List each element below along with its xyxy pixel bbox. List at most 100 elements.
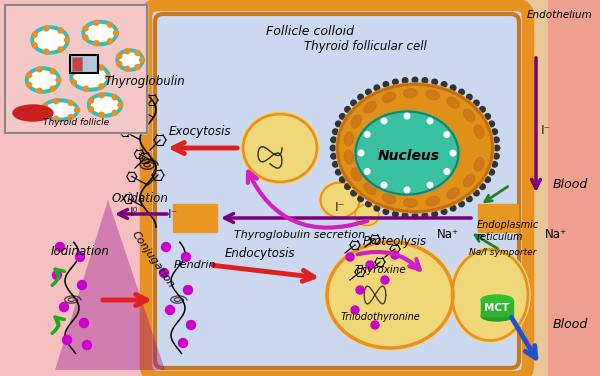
Circle shape (107, 39, 112, 44)
Circle shape (83, 86, 88, 91)
Text: Follicle colloid: Follicle colloid (266, 25, 354, 38)
Circle shape (32, 43, 37, 48)
Circle shape (404, 187, 410, 193)
Circle shape (331, 137, 337, 143)
Circle shape (450, 150, 456, 156)
Ellipse shape (74, 67, 106, 87)
Circle shape (485, 177, 490, 182)
Circle shape (340, 177, 345, 182)
Bar (173, 204, 217, 232)
Circle shape (473, 190, 479, 196)
Ellipse shape (364, 102, 376, 113)
Text: Oxidation: Oxidation (112, 192, 169, 205)
Circle shape (99, 84, 104, 89)
Ellipse shape (481, 295, 513, 305)
Circle shape (179, 338, 187, 347)
Circle shape (444, 132, 449, 137)
Polygon shape (80, 200, 108, 370)
FancyBboxPatch shape (146, 5, 528, 376)
Circle shape (444, 169, 449, 174)
Circle shape (76, 253, 85, 261)
Bar (478, 204, 518, 232)
Ellipse shape (319, 181, 361, 219)
Ellipse shape (404, 89, 418, 98)
Text: Exocytosis: Exocytosis (169, 125, 231, 138)
Text: Thyroid follicle: Thyroid follicle (43, 118, 109, 127)
Circle shape (26, 73, 32, 78)
Circle shape (116, 61, 122, 67)
Circle shape (330, 145, 336, 151)
Text: Thyroxine: Thyroxine (354, 265, 406, 275)
Ellipse shape (13, 105, 53, 121)
Text: Endocytosis: Endocytosis (225, 247, 295, 260)
Circle shape (345, 184, 350, 190)
Circle shape (494, 153, 499, 159)
Bar (5, 5, 147, 133)
Circle shape (489, 169, 494, 175)
Circle shape (331, 153, 337, 159)
Ellipse shape (481, 311, 513, 321)
Circle shape (166, 305, 175, 314)
Circle shape (381, 276, 389, 284)
Circle shape (332, 161, 338, 167)
Circle shape (427, 118, 433, 124)
Ellipse shape (325, 240, 455, 350)
Circle shape (371, 321, 379, 329)
Text: I⁻: I⁻ (335, 201, 345, 214)
Circle shape (432, 211, 437, 217)
Circle shape (346, 253, 354, 261)
Text: Proteolysis: Proteolysis (363, 235, 427, 248)
Ellipse shape (450, 247, 530, 343)
Ellipse shape (45, 103, 75, 117)
Circle shape (99, 65, 104, 70)
Circle shape (53, 270, 62, 279)
Circle shape (71, 69, 76, 74)
Circle shape (459, 89, 464, 95)
Circle shape (42, 111, 47, 117)
Circle shape (494, 145, 500, 151)
Circle shape (187, 320, 196, 329)
Ellipse shape (446, 188, 459, 199)
Ellipse shape (463, 174, 475, 187)
Circle shape (422, 78, 428, 83)
Circle shape (492, 161, 497, 167)
Circle shape (374, 205, 380, 211)
Circle shape (485, 114, 490, 119)
Circle shape (364, 132, 370, 137)
Bar (70, 55, 98, 73)
Circle shape (83, 26, 88, 31)
Circle shape (59, 303, 68, 311)
Circle shape (44, 26, 49, 31)
Circle shape (392, 79, 398, 85)
Circle shape (79, 318, 89, 327)
Circle shape (364, 169, 370, 174)
Circle shape (358, 150, 364, 156)
Text: Iodination: Iodination (50, 245, 109, 258)
Circle shape (32, 32, 37, 37)
Circle shape (37, 88, 42, 93)
Circle shape (441, 209, 447, 214)
Text: Endothelium: Endothelium (527, 10, 593, 20)
Circle shape (473, 100, 479, 106)
Circle shape (135, 50, 140, 56)
Circle shape (422, 213, 428, 218)
Circle shape (441, 82, 447, 87)
Circle shape (26, 82, 32, 87)
Circle shape (467, 94, 472, 100)
Ellipse shape (25, 67, 61, 93)
Circle shape (125, 66, 130, 71)
Circle shape (54, 116, 59, 121)
Circle shape (83, 341, 91, 350)
Circle shape (345, 106, 350, 112)
Ellipse shape (344, 132, 353, 146)
Text: Pendrin: Pendrin (174, 260, 216, 270)
Ellipse shape (35, 30, 65, 50)
Circle shape (351, 190, 356, 196)
Circle shape (351, 100, 356, 106)
Circle shape (42, 104, 47, 109)
Circle shape (494, 137, 499, 143)
Circle shape (89, 107, 94, 112)
Ellipse shape (351, 115, 361, 128)
Circle shape (94, 41, 99, 46)
Circle shape (89, 98, 94, 103)
